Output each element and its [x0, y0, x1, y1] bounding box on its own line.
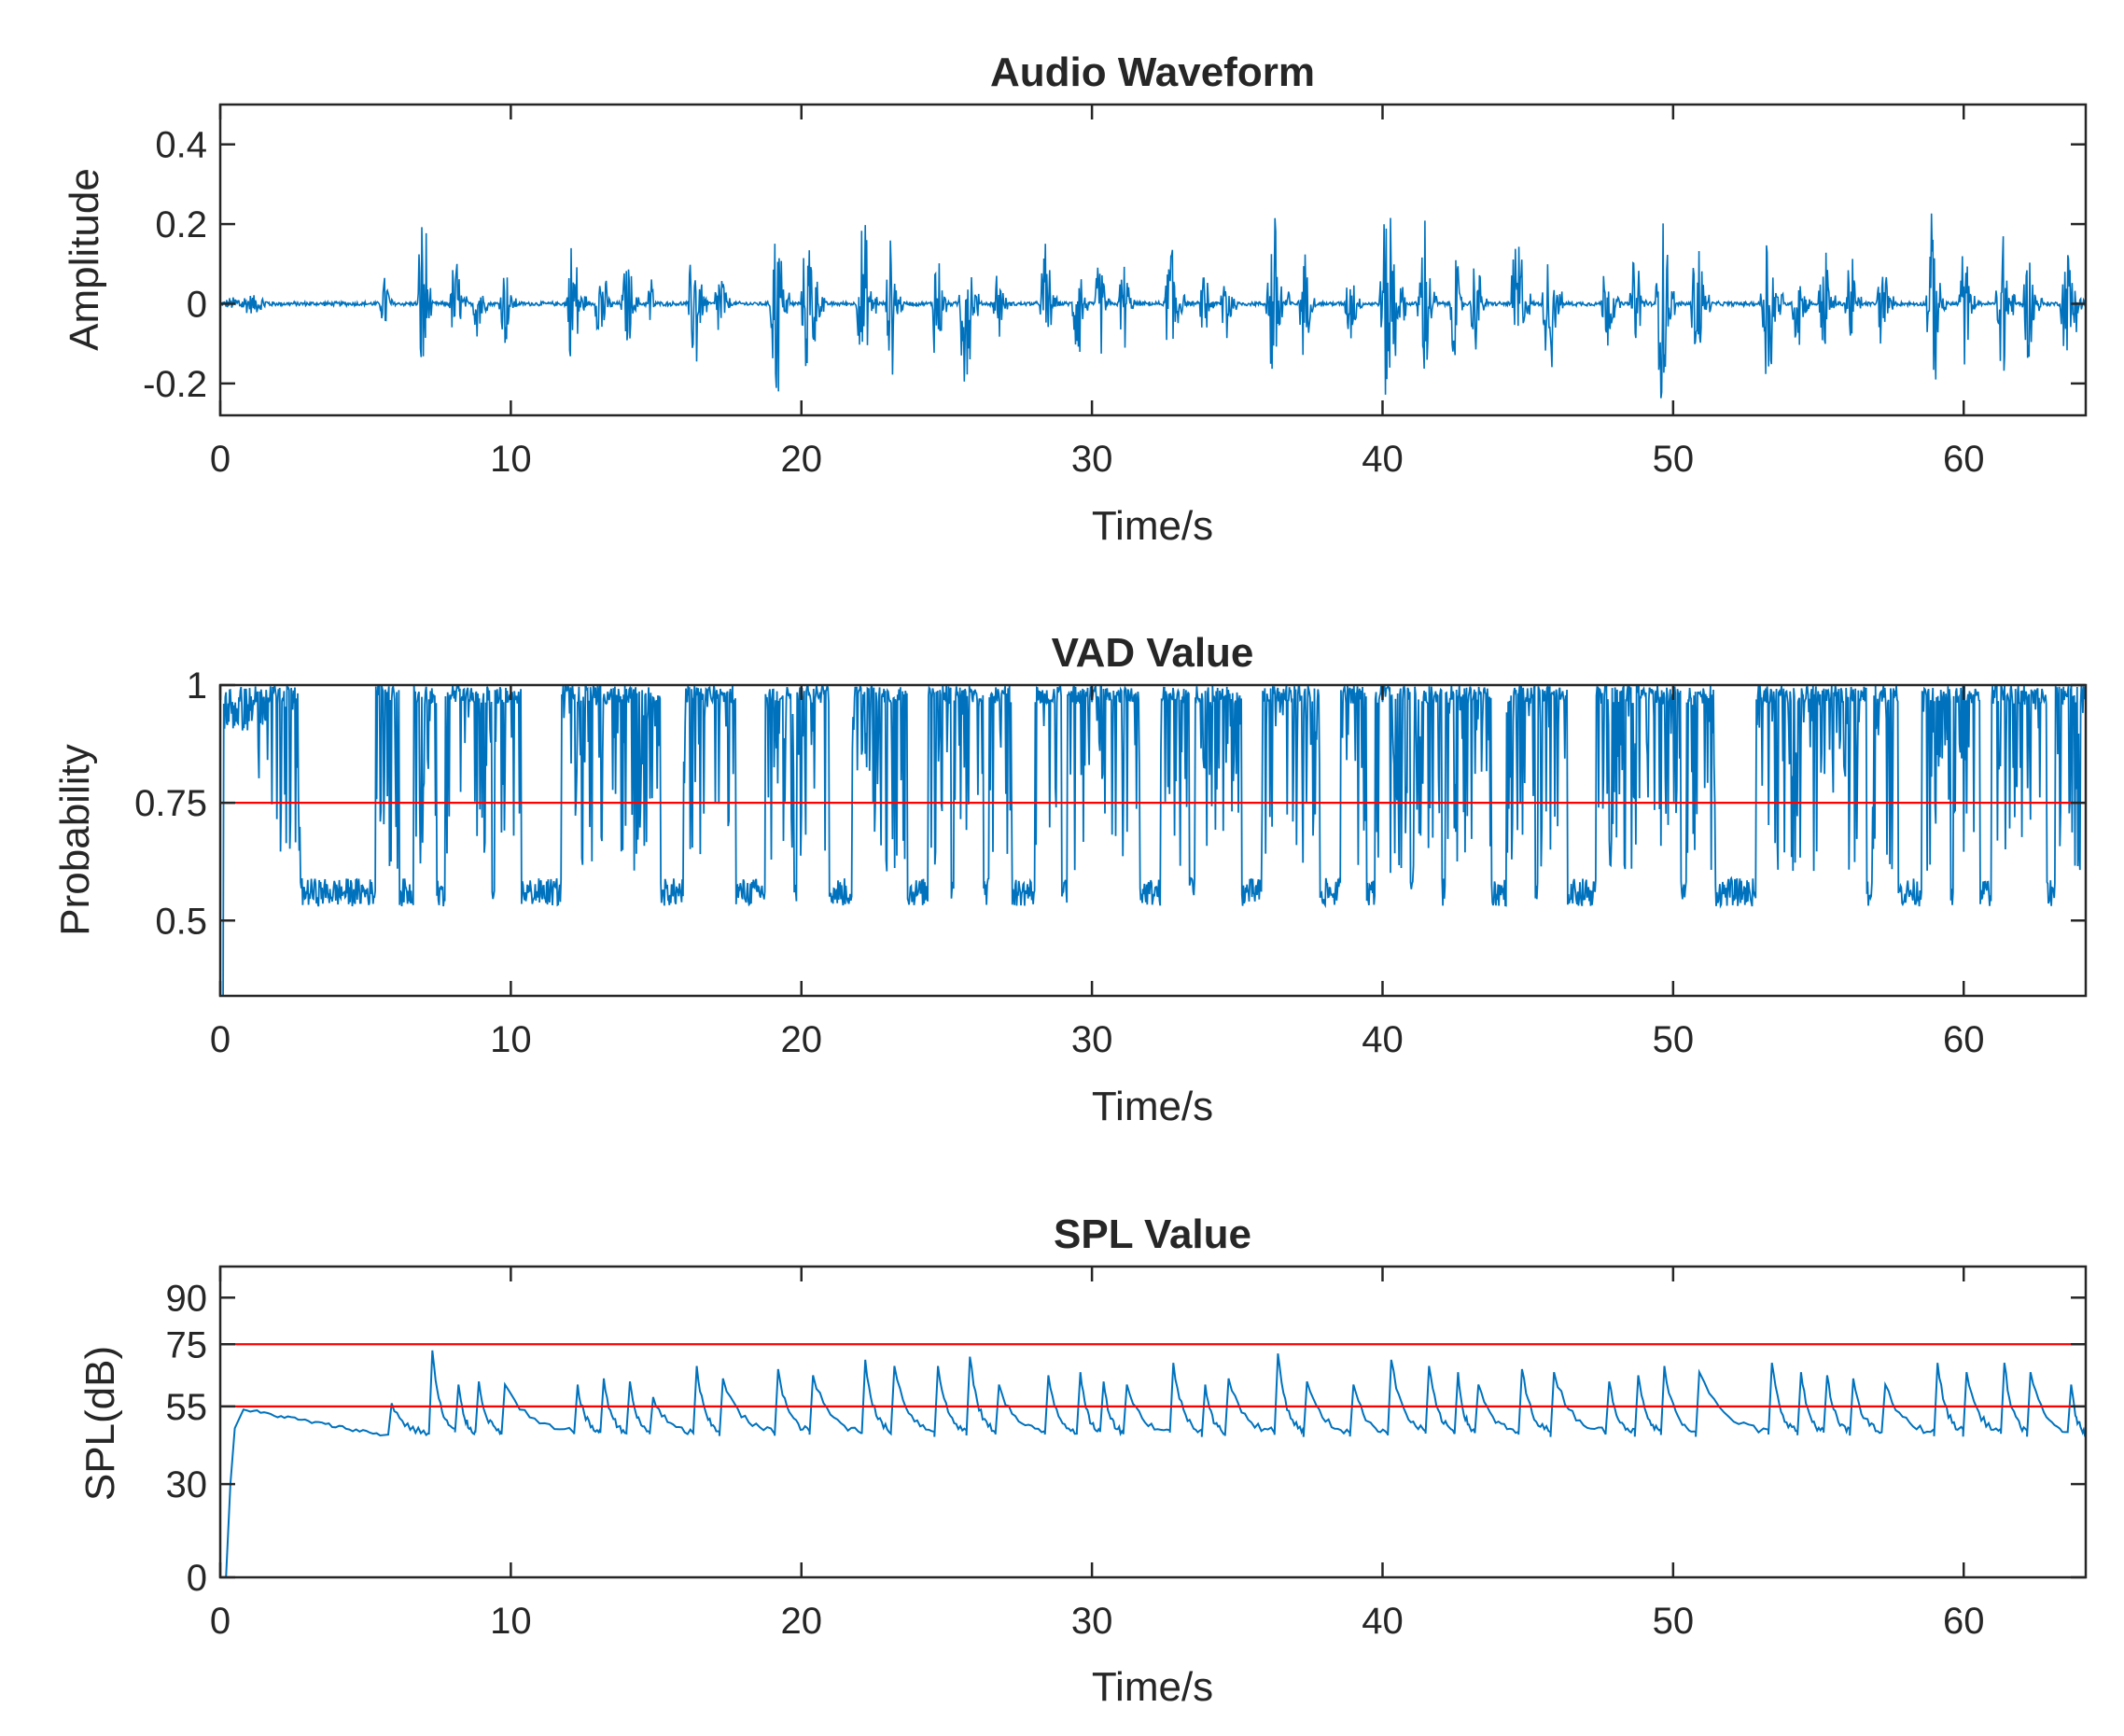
waveform-ytick-label: -0.2	[143, 364, 207, 405]
vad-ytick-label: 0.75	[134, 783, 207, 824]
waveform-ytick-label: 0.4	[155, 125, 207, 166]
waveform-ytick-label: 0	[187, 284, 207, 325]
waveform-xtick-label: 0	[210, 439, 231, 480]
vad-series	[220, 685, 2086, 996]
vad-xtick-label: 10	[490, 1019, 532, 1060]
waveform-plot-area	[218, 103, 2088, 417]
vad-xlabel: Time/s	[1092, 1084, 1213, 1129]
waveform-ylabel: Amplitude	[62, 168, 107, 351]
waveform-xtick-label: 10	[490, 439, 532, 480]
spl-ytick-label: 75	[166, 1324, 208, 1365]
vad-xtick-label: 20	[780, 1019, 822, 1060]
vad-xtick-label: 30	[1071, 1019, 1113, 1060]
spl-ytick-label: 55	[166, 1387, 208, 1428]
waveform-xtick-label: 60	[1943, 439, 1985, 480]
waveform-y-ticks: -0.2 0 0.2 0.4	[143, 125, 2086, 405]
spl-series	[225, 1350, 2086, 1577]
vad-title: VAD Value	[1052, 630, 1254, 676]
panel-vad: VAD Value 0 10 20 30 40 50 60 0.50.751 Time/s …	[52, 630, 2088, 1129]
vad-xtick-label: 60	[1943, 1019, 1985, 1060]
vad-ytick-label: 0.5	[155, 901, 207, 942]
panel-spl: SPL Value 0 10 20 30 40 50 60 0 30 55 75 90 Time/s…	[77, 1211, 2088, 1710]
spl-ytick-label: 30	[166, 1464, 208, 1505]
panel-waveform: Audio Waveform 0 10 20 30 40 50 60 -0.200.20.4…	[62, 49, 2088, 549]
waveform-xtick-label: 40	[1362, 439, 1404, 480]
waveform-xtick-label: 30	[1071, 439, 1113, 480]
spl-xtick-label: 20	[780, 1601, 822, 1642]
spl-ylabel: SPL(dB)	[77, 1346, 123, 1501]
spl-xtick-label: 60	[1943, 1601, 1985, 1642]
spl-plot-area	[218, 1265, 2088, 1579]
vad-x-ticks: 0 10 20 30 40 50 60	[210, 685, 1985, 1060]
spl-title: SPL Value	[1054, 1211, 1251, 1257]
waveform-series	[220, 213, 2086, 399]
waveform-title: Audio Waveform	[990, 49, 1315, 95]
waveform-xlabel: Time/s	[1092, 503, 1213, 549]
spl-ytick-label: 0	[187, 1558, 207, 1599]
vad-axes-box	[218, 683, 2088, 998]
spl-ytick-label: 90	[166, 1278, 208, 1319]
spl-xtick-label: 40	[1362, 1601, 1404, 1642]
vad-y-ticks: 0.5 0.75 1	[134, 665, 2086, 942]
spl-y-ticks: 0 30 55 75 90	[166, 1278, 2086, 1599]
vad-plot-area	[218, 683, 2088, 998]
vad-xtick-label: 40	[1362, 1019, 1404, 1060]
spl-xtick-label: 50	[1653, 1601, 1695, 1642]
waveform-axes-box	[218, 103, 2088, 417]
waveform-xtick-label: 50	[1653, 439, 1695, 480]
waveform-ytick-label: 0.2	[155, 204, 207, 245]
spl-axes-box	[218, 1265, 2088, 1579]
spl-x-ticks: 0 10 20 30 40 50 60	[210, 1267, 1985, 1642]
waveform-x-ticks: 0 10 20 30 40 50 60	[210, 105, 1985, 480]
spl-xlabel: Time/s	[1092, 1664, 1213, 1710]
vad-ytick-label: 1	[187, 665, 207, 707]
spl-xtick-label: 0	[210, 1601, 231, 1642]
vad-xtick-label: 0	[210, 1019, 231, 1060]
vad-xtick-label: 50	[1653, 1019, 1695, 1060]
vad-ylabel: Probability	[52, 744, 98, 935]
waveform-xtick-label: 20	[780, 439, 822, 480]
spl-xtick-label: 30	[1071, 1601, 1113, 1642]
spl-xtick-label: 10	[490, 1601, 532, 1642]
